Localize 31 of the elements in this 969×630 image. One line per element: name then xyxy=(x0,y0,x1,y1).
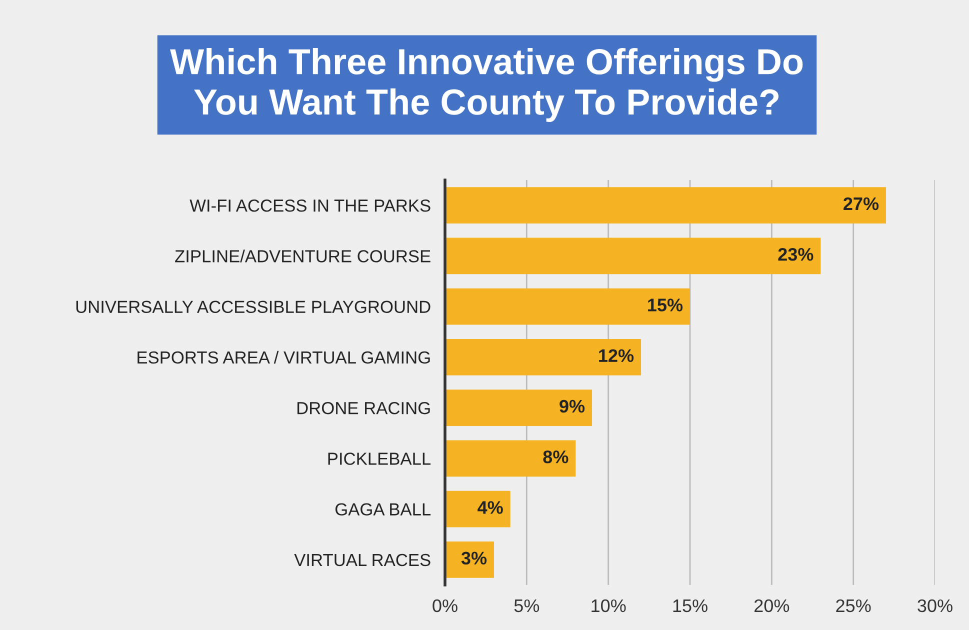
y-tick-label: GAGA BALL xyxy=(335,503,431,516)
x-tick-label: 15% xyxy=(673,599,708,612)
data-label: 27% xyxy=(844,197,879,210)
bar xyxy=(445,490,510,528)
x-tick-label: 5% xyxy=(514,599,540,612)
data-label: 15% xyxy=(648,298,683,312)
data-label: 8% xyxy=(543,450,568,464)
bar xyxy=(445,390,592,426)
y-tick-label: ZIPLINE/ADVENTURE COURSE xyxy=(175,250,430,262)
y-tick-label: DRONE RACING xyxy=(297,402,430,414)
data-label: 12% xyxy=(599,349,634,362)
bar xyxy=(445,187,886,224)
x-tick-label: 30% xyxy=(918,599,952,612)
x-tick-label: 10% xyxy=(592,599,626,612)
y-tick-label: UNIVERSALLY ACCESSIBLE PLAYGROUND xyxy=(76,300,430,314)
x-tick-label: 20% xyxy=(754,599,790,612)
data-label: 3% xyxy=(461,552,487,565)
data-label: 4% xyxy=(478,501,503,514)
y-tick-label: WI-FI ACCESS IN THE PARKS xyxy=(190,199,430,212)
data-label: 9% xyxy=(560,400,585,413)
x-tick-label: 0% xyxy=(432,599,458,612)
bar xyxy=(445,338,641,376)
x-tick-label: 25% xyxy=(836,599,871,612)
y-tick-label: ESPORTS AREA / VIRTUAL GAMING xyxy=(138,350,430,364)
bar xyxy=(445,238,821,274)
chart-title: Which Three Innovative Offerings Do You Want The County To Provide? xyxy=(170,48,803,122)
y-tick-label: PICKLEBALL xyxy=(328,452,431,465)
bar xyxy=(445,288,690,325)
data-label: 23% xyxy=(778,248,814,261)
bar xyxy=(445,440,576,477)
y-tick-label: VIRTUAL RACES xyxy=(294,554,430,566)
